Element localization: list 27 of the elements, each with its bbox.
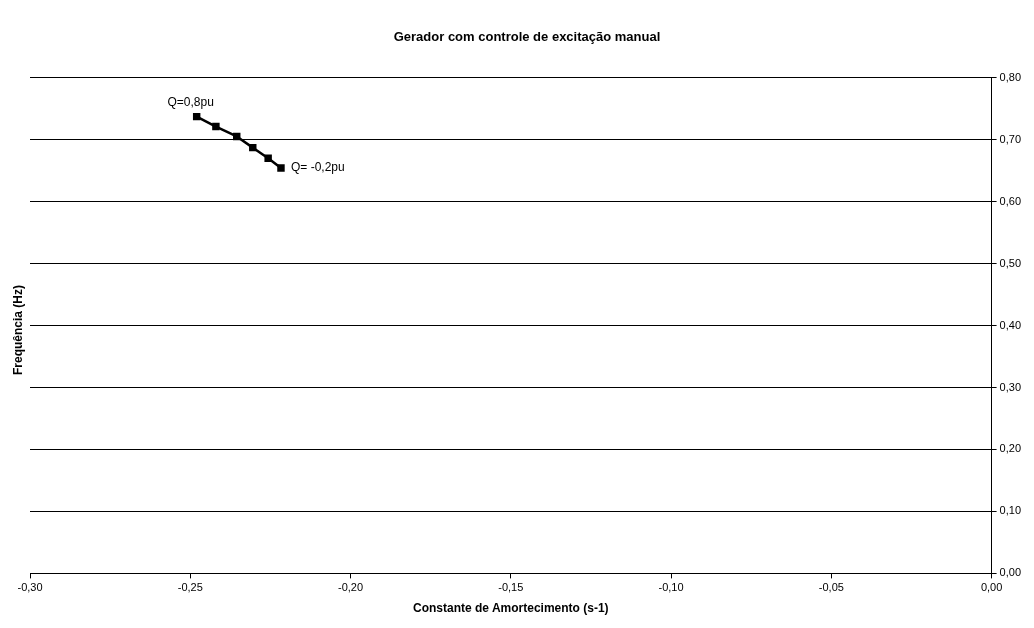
x-tick-label: -0,10	[658, 581, 684, 594]
annotation: Q=0,8pu	[167, 94, 214, 109]
y-tick-label: 0,70	[999, 132, 1022, 145]
point	[212, 122, 220, 131]
x-tick-label: -0,20	[337, 581, 364, 594]
y-tick-label: 0,80	[999, 70, 1022, 83]
y-tick-label: 0,10	[999, 504, 1022, 517]
chart-title: Gerador com controle de excitação manual	[393, 29, 661, 45]
y-tick-label: 0,50	[999, 256, 1022, 269]
x-tick-label: -0,30	[17, 581, 43, 594]
y-tick-label: 0,60	[999, 194, 1022, 207]
y-tick-label: 0,30	[999, 380, 1022, 393]
x-tick-label: -0,15	[498, 581, 524, 594]
x-axis-title: Constante de Amortecimento (s-1)	[413, 601, 609, 616]
x-tick-label: -0,25	[177, 581, 203, 594]
y-tick-label: 0,20	[999, 442, 1022, 455]
annotation: Q= -0,2pu	[290, 160, 345, 175]
point	[249, 143, 257, 152]
y-axis-title: Frequência (Hz)	[11, 284, 25, 376]
point	[233, 132, 241, 141]
x-tick-label: 0,00	[980, 581, 1003, 594]
point	[192, 112, 201, 121]
point	[277, 164, 285, 172]
y-tick-label: 0,40	[999, 318, 1022, 331]
point	[264, 154, 272, 162]
y-tick-label: 0,00	[999, 566, 1022, 579]
x-tick-label: -0,05	[818, 581, 844, 594]
